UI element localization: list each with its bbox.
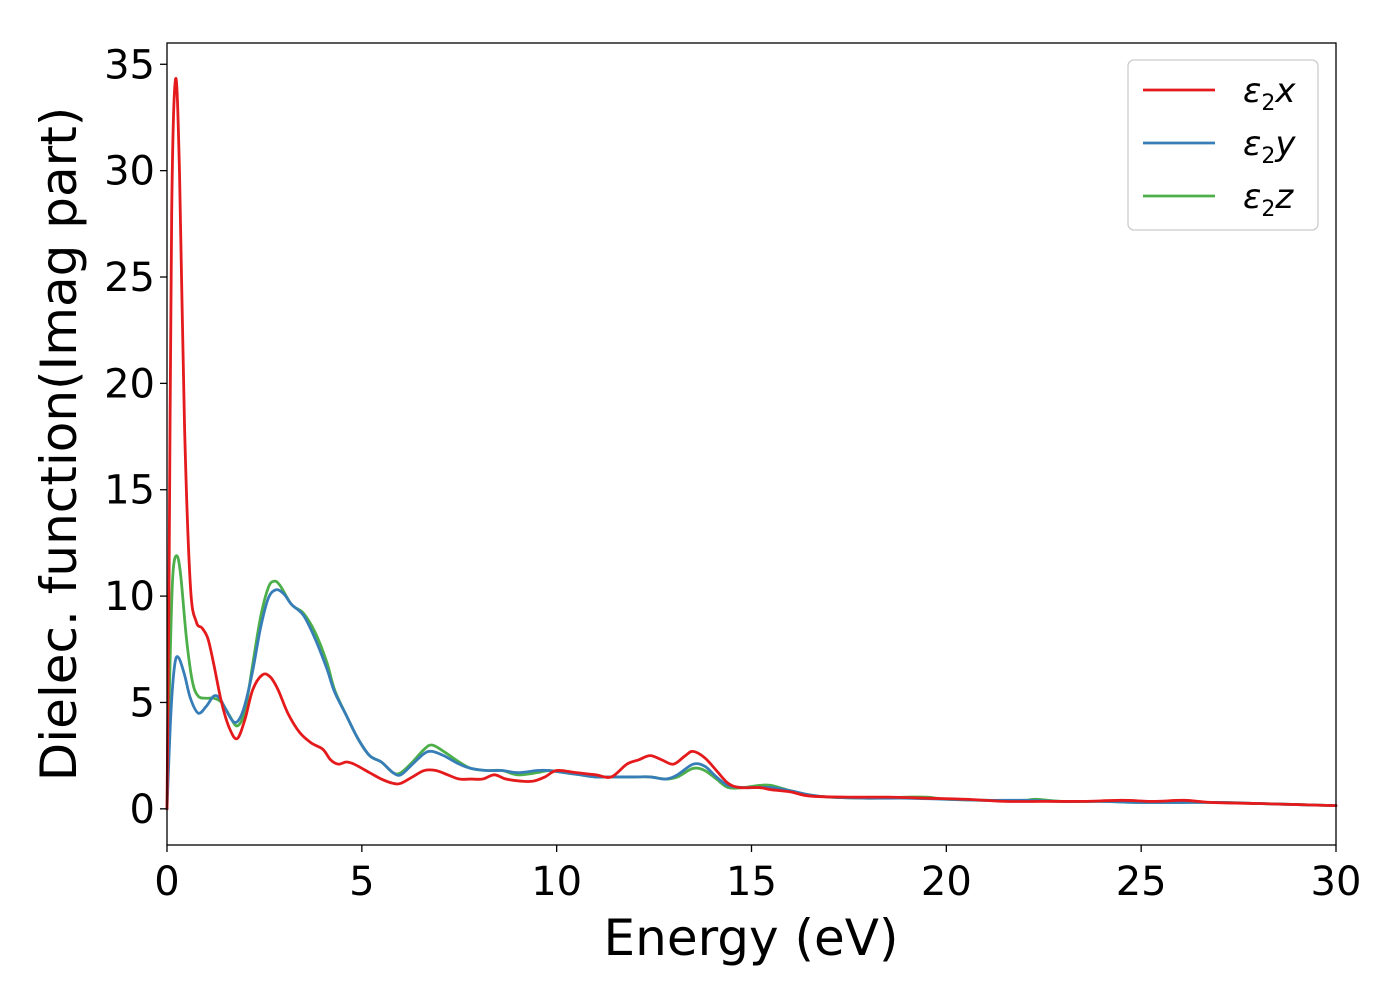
legend: ε2x ε2y ε2z	[1127, 59, 1319, 231]
x-tick-label: 0	[154, 859, 179, 905]
legend-label-y: ε2y	[1243, 124, 1296, 169]
x-axis-title: Energy (eV)	[604, 909, 899, 967]
x-tick-label: 20	[921, 859, 972, 905]
y-tick-label: 0	[130, 787, 155, 833]
legend-label-z: ε2z	[1243, 177, 1294, 222]
y-tick-label: 25	[104, 255, 155, 301]
y-tick-label: 5	[130, 680, 155, 726]
x-tick-label: 10	[531, 859, 582, 905]
legend-box	[1127, 59, 1319, 231]
y-tick-label: 30	[104, 149, 155, 195]
x-tick-label: 5	[349, 859, 374, 905]
y-tick-label: 35	[104, 42, 155, 88]
x-axis-ticks: 0 5 10 15 20 25 30	[154, 845, 1361, 905]
y-tick-label: 20	[104, 361, 155, 407]
x-tick-label: 15	[726, 859, 777, 905]
y-axis-ticks: 0 5 10 15 20 25 30 35	[104, 42, 167, 833]
series-line-x	[165, 76, 1338, 811]
y-tick-label: 10	[104, 574, 155, 620]
x-tick-label: 30	[1311, 859, 1362, 905]
series-lines	[165, 76, 1338, 811]
x-tick-label: 25	[1116, 859, 1167, 905]
legend-label-x: ε2x	[1243, 71, 1296, 116]
y-axis-title: Dielec. function(Imag part)	[30, 107, 88, 782]
y-tick-label: 15	[104, 468, 155, 514]
